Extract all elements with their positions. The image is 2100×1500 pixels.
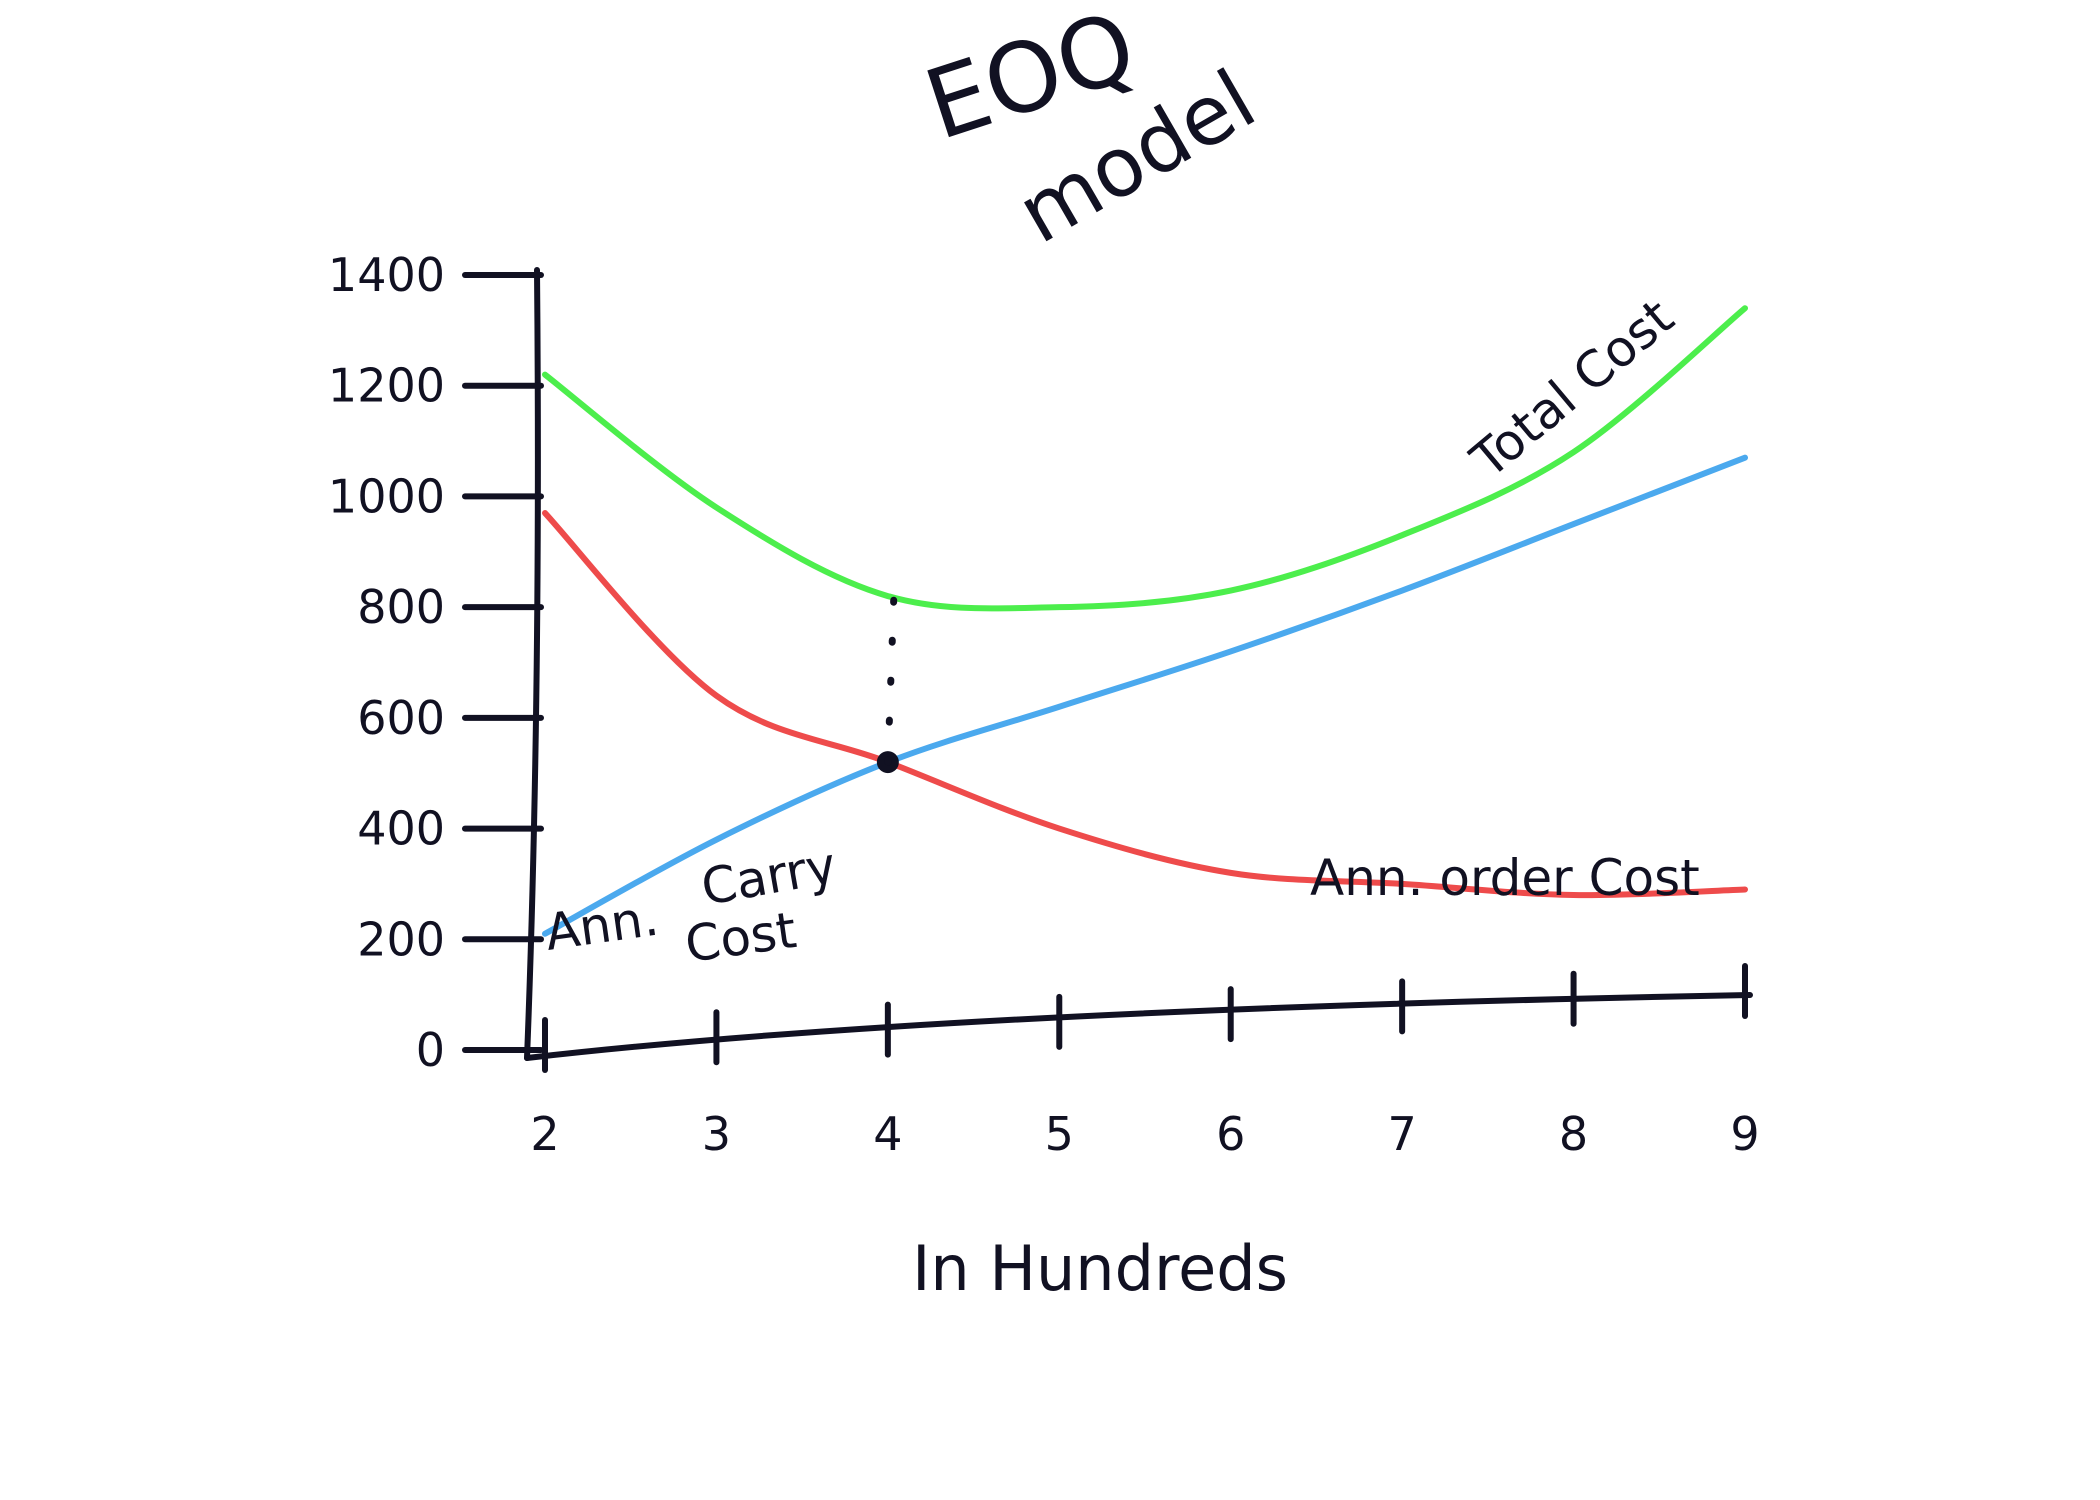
series-label-ann-carry-cost: Ann.: [542, 889, 662, 962]
series-label-cost-word: Cost: [682, 901, 800, 974]
x-tick-label: 3: [702, 1107, 731, 1161]
series-lines: [542, 305, 1748, 937]
x-tick-label: 4: [873, 1107, 902, 1161]
y-tick-label: 1000: [328, 469, 445, 523]
y-axis-line: [524, 267, 541, 1061]
y-tick-label: 400: [357, 802, 445, 856]
x-tick-label: 9: [1730, 1107, 1759, 1161]
x-tick-label: 8: [1559, 1107, 1588, 1161]
x-tick-label: 6: [1216, 1107, 1245, 1161]
series-line-total-cost: [542, 305, 1748, 612]
x-tick-label: 2: [530, 1107, 559, 1161]
y-tick-label: 200: [357, 912, 445, 966]
y-axis-ticks: 0 200 400 600 800 1000 1200 1400: [328, 248, 544, 1077]
series-line-ann-order-cost: [542, 510, 1748, 899]
x-tick-label: 5: [1045, 1107, 1074, 1161]
annotations: [876, 592, 899, 774]
x-axis-ticks: 2 3 4 5 6 7 8 9: [530, 963, 1760, 1161]
eoq-dotted-line: [884, 592, 898, 766]
x-axis-line: [524, 992, 1753, 1061]
axes: [524, 267, 1753, 1061]
series-line-ann-carry-cost: [542, 454, 1748, 937]
y-tick-label: 1400: [328, 248, 445, 302]
chart-title-group: EOQ model: [912, 0, 1271, 262]
x-tick-label: 7: [1388, 1107, 1417, 1161]
y-tick-label: 800: [357, 580, 445, 634]
x-axis-label: In Hundreds: [912, 1232, 1288, 1305]
y-tick-label: 1200: [328, 359, 445, 413]
y-tick-label: 0: [416, 1023, 445, 1077]
series-label-ann-order-cost: Ann. order Cost: [1310, 849, 1700, 907]
y-tick-label: 600: [357, 691, 445, 745]
